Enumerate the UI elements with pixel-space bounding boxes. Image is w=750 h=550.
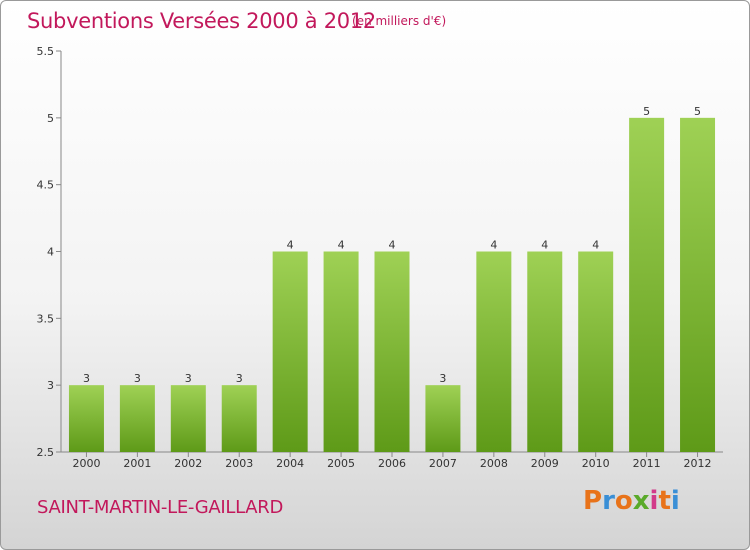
bar-value-label: 3 [236, 372, 243, 385]
x-tick-label: 2007 [429, 457, 457, 470]
bar [578, 251, 614, 452]
logo-letter: o [614, 486, 633, 516]
proxiti-logo: Proxiti [583, 486, 680, 516]
bar-value-label: 4 [338, 239, 345, 252]
commune-name: SAINT-MARTIN-LE-GAILLARD [37, 497, 284, 518]
bar [119, 385, 155, 452]
bar-value-label: 4 [592, 239, 599, 252]
y-tick-label: 3.5 [37, 312, 55, 325]
y-tick-label: 2.5 [37, 446, 55, 459]
bar [170, 385, 206, 452]
chart-subtitle: (en milliers d'€) [352, 14, 447, 28]
bar [221, 385, 257, 452]
x-tick-label: 2009 [531, 457, 559, 470]
y-tick-label: 3 [47, 379, 54, 392]
x-tick-label: 2001 [123, 457, 151, 470]
chart-title: Subventions Versées 2000 à 2012 [27, 9, 376, 33]
x-tick-label: 2006 [378, 457, 406, 470]
y-tick-label: 5.5 [37, 45, 55, 58]
bar [476, 251, 512, 452]
bar-value-label: 3 [439, 372, 446, 385]
bar [323, 251, 359, 452]
x-tick-label: 2010 [582, 457, 610, 470]
bar [425, 385, 461, 452]
logo-letter: i [649, 486, 659, 516]
x-tick-label: 2011 [633, 457, 661, 470]
labels-group: 2.5 3 3.5 4 4.5 5 5.5 2000 3 2001 3 2002 3 2003 3 2004 4… [37, 45, 712, 470]
bar-value-label: 3 [83, 372, 90, 385]
bar [680, 117, 716, 452]
bar [629, 117, 665, 452]
bar-value-label: 4 [541, 239, 548, 252]
x-tick-label: 2002 [174, 457, 202, 470]
logo-letter: r [602, 486, 615, 516]
x-tick-label: 2012 [684, 457, 712, 470]
y-tick-label: 5 [47, 112, 54, 125]
bar [374, 251, 410, 452]
logo-letter: P [583, 486, 603, 516]
x-tick-label: 2008 [480, 457, 508, 470]
bar-value-label: 4 [490, 239, 497, 252]
logo-letter: i [670, 486, 680, 516]
bar-value-label: 3 [134, 372, 141, 385]
logo-letter: x [632, 486, 650, 516]
x-tick-label: 2004 [276, 457, 304, 470]
bar-value-label: 3 [185, 372, 192, 385]
bar-value-label: 5 [694, 105, 701, 118]
bar-value-label: 4 [389, 239, 396, 252]
x-tick-label: 2005 [327, 457, 355, 470]
x-tick-label: 2003 [225, 457, 253, 470]
x-tick-label: 2000 [72, 457, 100, 470]
bars-group [68, 117, 716, 452]
bar [272, 251, 308, 452]
bar [527, 251, 563, 452]
logo-letter: t [658, 486, 671, 516]
bar-value-label: 4 [287, 239, 294, 252]
bar [68, 385, 104, 452]
y-tick-label: 4.5 [37, 179, 55, 192]
bar-value-label: 5 [643, 105, 650, 118]
y-tick-label: 4 [47, 246, 54, 259]
